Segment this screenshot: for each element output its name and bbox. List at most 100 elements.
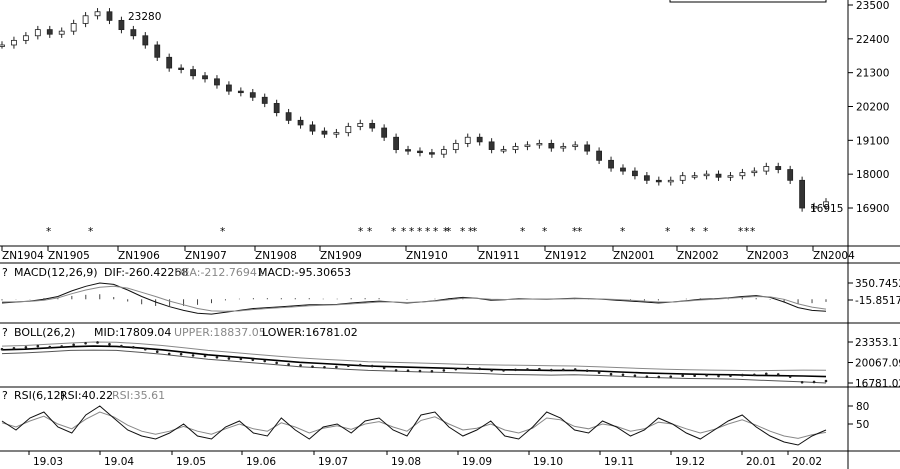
boll-price-dot bbox=[227, 357, 231, 360]
boll-price-dot bbox=[812, 380, 816, 384]
boll-price-dot bbox=[394, 369, 398, 372]
price-ytick-label: 21300 bbox=[856, 68, 889, 80]
macd-dif-label: DIF:-260.42268 bbox=[104, 266, 188, 279]
price-candle-body bbox=[405, 149, 411, 152]
price-star-marker: * bbox=[358, 226, 363, 238]
price-star-marker: * bbox=[690, 226, 695, 238]
macd-dea-label: DEA:-212.76941 bbox=[174, 266, 264, 279]
price-ytick-label: 19100 bbox=[856, 135, 889, 147]
boll-price-dot bbox=[406, 369, 410, 373]
time-label: 19.04 bbox=[104, 456, 134, 468]
boll-price-dot bbox=[776, 373, 780, 376]
price-candle-body bbox=[22, 35, 29, 41]
price-star-marker: * bbox=[665, 226, 670, 238]
price-candle-body bbox=[214, 78, 220, 86]
macd-help-icon[interactable]: ? bbox=[2, 266, 8, 279]
price-candle-body bbox=[178, 67, 185, 70]
boll-ytick-label: 16781.02 bbox=[855, 378, 900, 390]
price-candle-body bbox=[512, 146, 519, 150]
boll-upper-line bbox=[1, 341, 827, 372]
boll-ytick-label: 20067.09 bbox=[855, 358, 900, 370]
price-ytick-label: 22400 bbox=[856, 34, 889, 46]
rsi-help-icon[interactable]: ? bbox=[2, 389, 8, 402]
price-star-marker: * bbox=[409, 226, 414, 238]
boll-title: BOLL(26,2) bbox=[14, 326, 75, 339]
price-candle-body bbox=[0, 44, 5, 47]
boll-price-dot bbox=[36, 344, 40, 348]
boll-price-dot bbox=[585, 369, 589, 373]
boll-price-dot bbox=[96, 341, 99, 344]
price-star-marker: * bbox=[401, 226, 406, 238]
contract-label: ZN1904 bbox=[2, 250, 44, 262]
boll-price-dot bbox=[132, 346, 135, 349]
boll-upper-label: UPPER:18837.05 bbox=[174, 326, 266, 339]
price-candle-body bbox=[715, 173, 722, 178]
boll-price-dot bbox=[717, 374, 720, 378]
price-candle-body bbox=[106, 11, 113, 21]
price-candle-body bbox=[261, 96, 268, 104]
price-candle-body bbox=[393, 136, 399, 150]
price-star-marker: * bbox=[468, 226, 473, 238]
price-candle-body bbox=[345, 126, 352, 134]
time-label: 19.05 bbox=[176, 456, 206, 468]
price-candle-body bbox=[739, 172, 746, 177]
boll-price-dot bbox=[24, 346, 28, 349]
time-label: 19.03 bbox=[33, 456, 63, 468]
price-candle-body bbox=[142, 35, 149, 46]
contract-label: ZN1905 bbox=[48, 250, 90, 262]
price-candle-body bbox=[309, 124, 316, 132]
boll-price-dot bbox=[287, 363, 290, 366]
boll-price-dot bbox=[0, 347, 4, 351]
price-candle-body bbox=[596, 150, 603, 161]
price-candle-body bbox=[823, 201, 829, 207]
time-label: 20.02 bbox=[792, 456, 822, 468]
boll-ytick-label: 23353.17 bbox=[855, 337, 900, 349]
price-candle-body bbox=[703, 173, 710, 177]
price-ytick-label: 16900 bbox=[856, 203, 889, 215]
time-label: 19.09 bbox=[462, 456, 492, 468]
price-candle-body bbox=[488, 141, 495, 150]
boll-lower-line bbox=[1, 349, 827, 384]
price-candle-body bbox=[452, 143, 459, 150]
price-candle-body bbox=[190, 69, 196, 77]
boll-help-icon[interactable]: ? bbox=[2, 326, 8, 339]
price-candle-body bbox=[655, 179, 662, 183]
boll-price-dot bbox=[502, 369, 505, 372]
price-star-marker: * bbox=[750, 226, 755, 238]
boll-price-dot bbox=[370, 364, 374, 368]
contract-label: ZN1909 bbox=[320, 250, 362, 262]
boll-price-dot bbox=[764, 372, 768, 376]
contract-label: ZN1906 bbox=[118, 250, 160, 262]
price-ytick-label: 23500 bbox=[856, 0, 889, 12]
price-star-marker: * bbox=[542, 226, 547, 238]
boll-price-dot bbox=[72, 343, 75, 347]
boll-price-dot bbox=[418, 369, 422, 373]
boll-panel: 23353.17 20067.09 16781.02 bbox=[0, 337, 900, 390]
boll-price-dot bbox=[490, 369, 493, 372]
price-candle-body bbox=[11, 39, 17, 46]
price-candle-body bbox=[94, 11, 101, 17]
price-candle-body bbox=[118, 19, 125, 31]
boll-price-dot bbox=[514, 368, 517, 372]
boll-price-dot bbox=[645, 375, 649, 378]
boll-price-dot bbox=[657, 375, 661, 379]
boll-price-dot bbox=[251, 358, 255, 362]
boll-price-dot bbox=[573, 368, 577, 371]
boll-price-dot bbox=[705, 374, 708, 377]
price-candle-body bbox=[691, 175, 698, 178]
boll-price-dot bbox=[275, 361, 278, 365]
boll-price-dot bbox=[561, 368, 565, 372]
boll-price-dot bbox=[60, 345, 64, 348]
boll-price-dot bbox=[454, 367, 458, 371]
price-star-marker: * bbox=[417, 226, 422, 238]
price-candle-body bbox=[476, 136, 483, 143]
price-candle-body bbox=[429, 152, 435, 155]
boll-price-dot bbox=[120, 344, 123, 348]
boll-price-dot bbox=[538, 367, 541, 371]
price-star-marker: * bbox=[744, 226, 749, 238]
price-ytick-label: 20200 bbox=[856, 102, 889, 114]
price-star-marker: * bbox=[577, 226, 582, 238]
boll-price-dot bbox=[753, 373, 756, 377]
price-candle-body bbox=[727, 175, 734, 178]
price-candle-body bbox=[560, 146, 567, 149]
